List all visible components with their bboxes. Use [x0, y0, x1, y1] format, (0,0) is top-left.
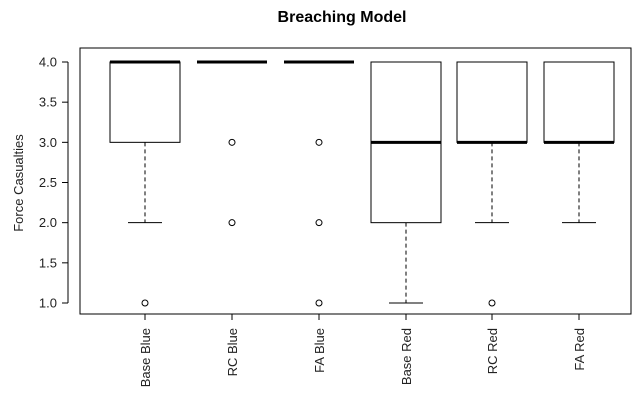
- y-axis-label: Force Casualties: [11, 134, 26, 232]
- box-group: [456, 61, 528, 307]
- box-group: [543, 61, 615, 224]
- y-tick-label: 1.5: [39, 255, 57, 270]
- x-tick-label: FA Blue: [312, 328, 327, 373]
- box-group: [109, 60, 181, 307]
- y-tick-label: 1.0: [39, 296, 57, 311]
- y-tick-label: 3.5: [39, 95, 57, 110]
- outlier-point: [228, 138, 236, 146]
- y-tick-label: 3.0: [39, 135, 57, 150]
- box-group: [370, 61, 442, 304]
- box-body: [543, 61, 615, 143]
- outlier-point: [488, 299, 496, 307]
- outlier-point: [228, 219, 236, 227]
- y-tick-label: 2.5: [39, 175, 57, 190]
- outlier-point: [315, 219, 323, 227]
- y-tick-label: 4.0: [39, 55, 57, 70]
- y-tick-label: 2.0: [39, 215, 57, 230]
- outlier-point: [315, 138, 323, 146]
- box-series: [109, 60, 615, 307]
- box-body: [109, 61, 181, 143]
- x-tick-label: Base Blue: [138, 328, 153, 387]
- chart-title: Breaching Model: [278, 9, 407, 26]
- plot-area-frame: [79, 47, 632, 315]
- outlier-point: [315, 299, 323, 307]
- outlier-point: [141, 299, 149, 307]
- x-axis-ticks: Base Blue RC Blue FA Blue Base Red RC Red FA …: [138, 314, 587, 387]
- box-body: [456, 61, 528, 143]
- x-tick-label: RC Blue: [225, 328, 240, 376]
- x-tick-label: FA Red: [572, 328, 587, 371]
- y-axis-ticks: 1.0 1.5 2.0 2.5 3.0 3.5 4.0: [39, 55, 68, 311]
- box-group: [284, 60, 354, 307]
- x-tick-label: RC Red: [485, 328, 500, 374]
- box-group: [197, 60, 267, 227]
- x-tick-label: Base Red: [399, 328, 414, 385]
